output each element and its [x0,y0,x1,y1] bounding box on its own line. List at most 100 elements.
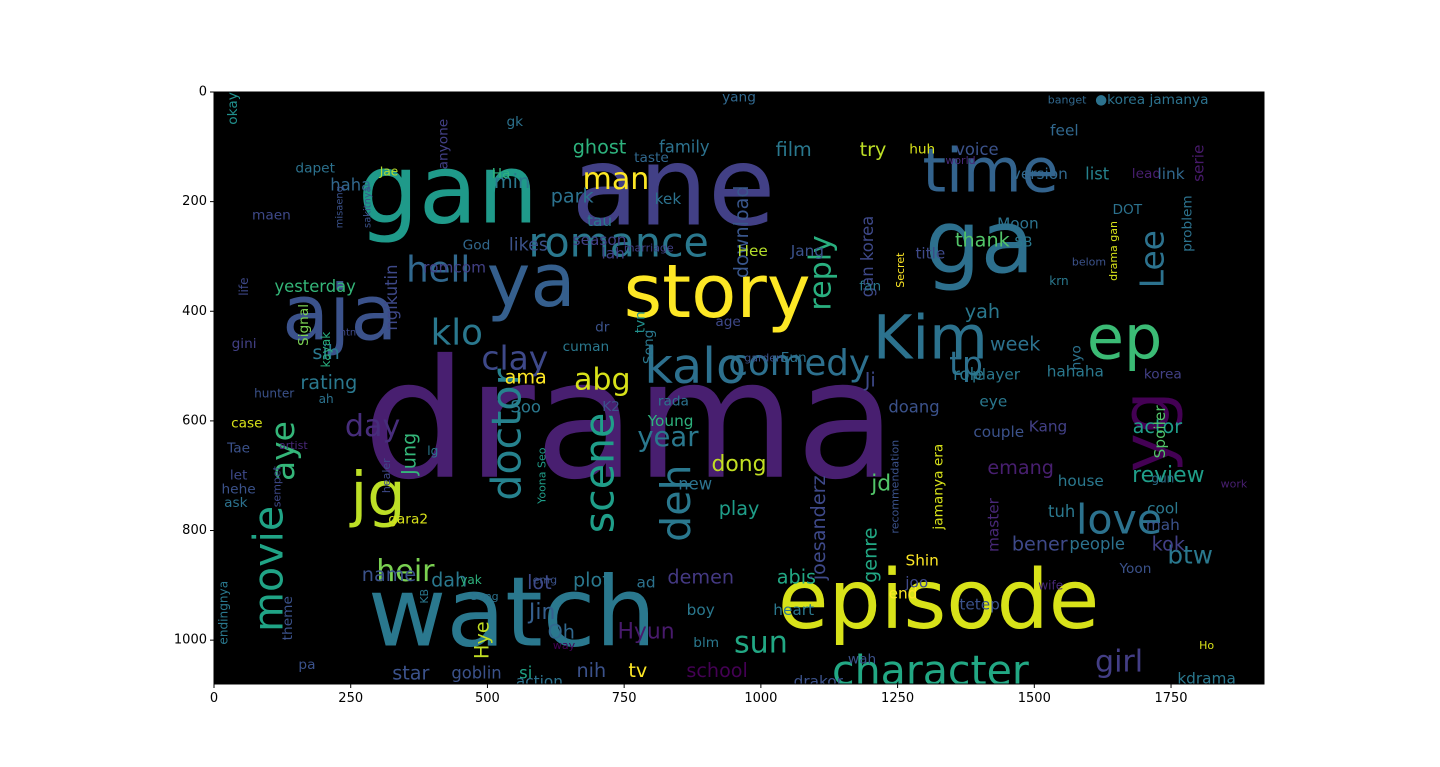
word-27: Lee [1132,230,1171,288]
word-149: fan [859,279,881,295]
word-190: pa [298,657,315,673]
word-13: kalo [644,337,746,395]
word-15: character [832,646,1029,694]
word-189: theme [280,596,296,640]
word-147: Eun [781,350,807,366]
word-89: likes [509,235,548,255]
word-72: thank [955,229,1011,252]
word-36: girl [1095,645,1143,680]
word-38: review [1132,463,1204,488]
word-17: love [1076,496,1162,544]
word-58: joesanderz [807,475,830,581]
word-94: Hee [738,242,768,260]
word-9: time [922,136,1058,206]
x-tick-label: 250 [338,691,363,706]
word-186: Sung [471,590,499,603]
word-5: story [624,249,811,335]
word-148: marriage [624,242,674,255]
word-97: SB [1014,235,1032,251]
word-83: Soo [510,398,540,417]
word-176: Shin [906,552,939,570]
word-122: life [237,277,251,295]
word-194: drakor [794,672,844,690]
word-106: ●korea jamanya [1095,92,1208,108]
word-178: wife [1038,578,1063,592]
word-158: eye [979,393,1007,411]
x-tick-label: 1750 [1154,691,1187,706]
word-31: day [345,409,400,444]
word-188: endingnya [216,581,230,645]
word-115: anyone [436,119,452,170]
word-19: doctor [483,369,531,501]
y-tick-label: 400 [182,304,207,319]
word-21: deh [652,464,700,541]
word-110: taste [634,150,669,166]
word-177: joo [904,574,928,592]
word-104: feel [1050,121,1078,139]
word-35: sun [734,625,788,660]
word-187: KB [418,589,431,604]
word-77: Ji [864,368,876,391]
word-42: lot [527,571,552,594]
word-192: action [516,672,563,690]
word-50: si [519,664,532,683]
word-53: dah [431,568,467,591]
word-79: emang [987,456,1054,479]
word-29: tp [949,344,983,383]
word-164: master [984,497,1002,552]
word-179: end [889,585,918,603]
word-43: plot [573,568,610,591]
word-163: jamanya era [931,444,947,531]
word-141: dr [595,320,610,336]
word-82: new [678,474,712,493]
word-113: gk [506,114,523,130]
word-132: let [230,468,248,484]
word-180: tetep [959,596,1000,614]
word-171: play [719,497,760,520]
word-172: bener [1012,533,1068,556]
x-tick-label: 1250 [881,691,914,706]
word-91: God [463,237,491,253]
word-155: player [972,365,1021,383]
word-23: hell [406,250,470,291]
word-162: recommendation [888,440,901,534]
word-117: Jae [379,164,398,178]
word-135: ask [224,495,248,511]
word-65: try [860,138,887,161]
word-168: mah [1146,516,1180,534]
word-133: hehe [222,481,256,497]
word-44: demen [667,566,734,589]
y-tick-label: 200 [182,194,207,209]
word-86: Young [647,412,694,430]
word-173: people [1069,535,1125,554]
word-2: gan [358,134,538,246]
word-11: ep [1087,304,1162,374]
word-185: yak [460,573,482,587]
word-142: cuman [563,339,610,355]
word-145: age [715,314,741,330]
word-32: heir [376,554,435,589]
word-81: dong [711,452,766,477]
word-60: download [730,185,753,278]
word-4: episode [778,553,1099,648]
word-14: romance [529,219,709,267]
word-118: misaeng [334,186,345,228]
word-56: Jung [398,433,421,476]
word-90: season [573,231,627,249]
word-88: ngikutin [382,265,401,331]
word-121: okay [225,92,241,125]
word-152: krn [1049,274,1068,288]
word-10: Kim [873,304,988,374]
word-66: huh [909,142,935,158]
word-63: family [659,137,710,156]
word-68: min [494,170,530,193]
word-98: Moon [997,215,1039,233]
word-130: artist [279,439,308,452]
word-116: dapet [295,161,335,177]
word-125: ntn [340,328,356,339]
word-165: house [1058,472,1104,490]
word-103: DOT [1112,202,1142,218]
word-55: sih [312,341,340,364]
word-6: ga [925,192,1034,294]
